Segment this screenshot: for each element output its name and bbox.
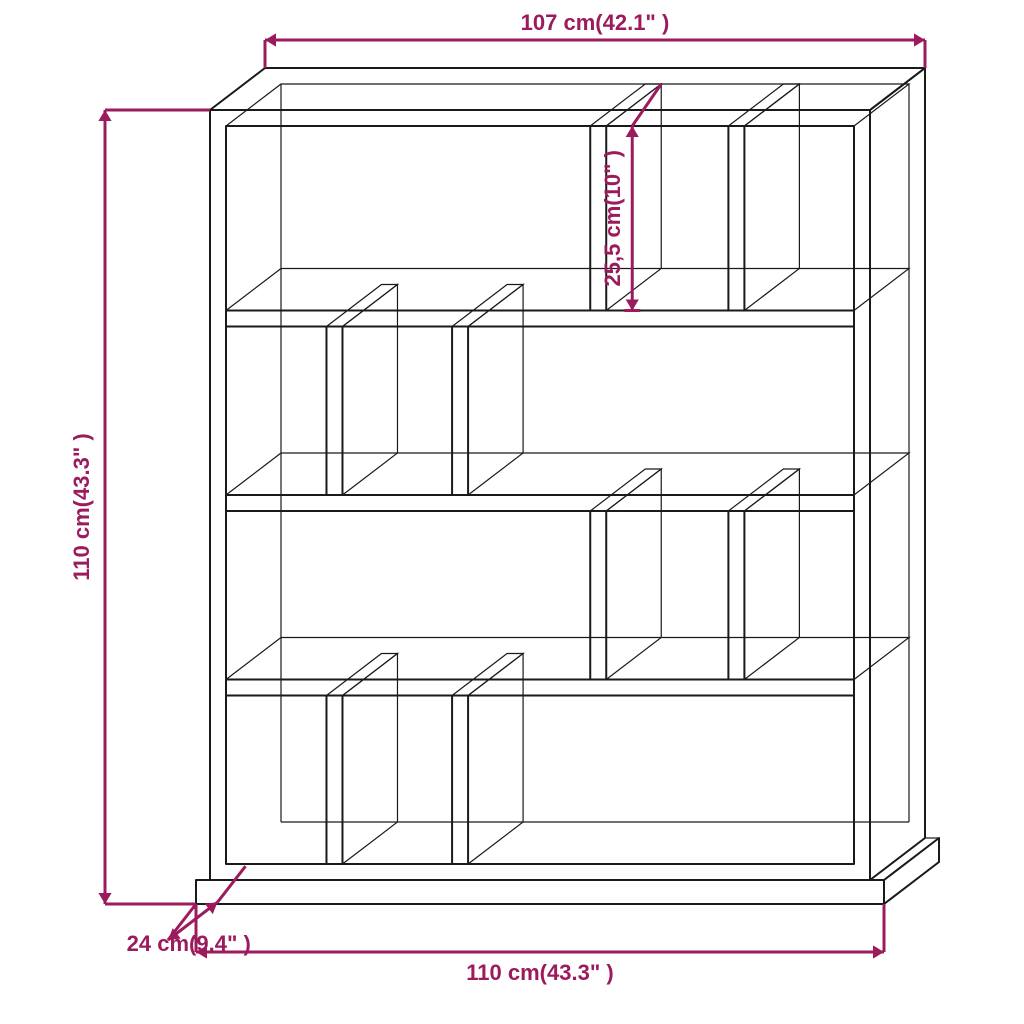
- dimension-top-width: 107 cm(42.1" ): [521, 10, 670, 35]
- dimension-inner-height: 25,5 cm(10" ): [600, 150, 625, 286]
- dimension-height: 110 cm(43.3" ): [69, 433, 94, 580]
- dimension-bottom-width: 110 cm(43.3" ): [466, 960, 613, 985]
